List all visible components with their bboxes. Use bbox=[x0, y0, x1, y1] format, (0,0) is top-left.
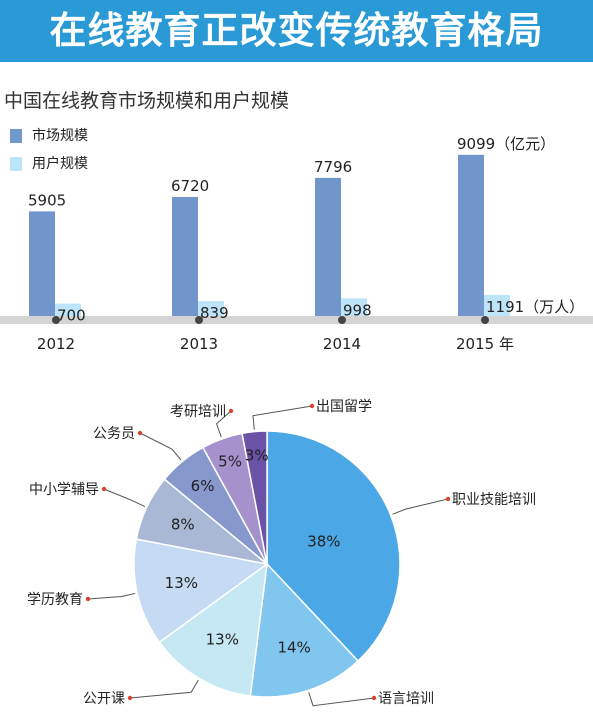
leader-line bbox=[308, 692, 375, 707]
pie-category-label: 学历教育 bbox=[27, 592, 83, 608]
bar-users bbox=[484, 294, 510, 316]
pie-percent-label: 6% bbox=[191, 477, 215, 495]
legend-swatch-market bbox=[10, 129, 22, 143]
legend-label-users: 用户规模 bbox=[32, 156, 88, 172]
x-tick-label: 2012 bbox=[37, 335, 75, 353]
leader-dot bbox=[309, 403, 315, 409]
legend-item-market: 市场规模 bbox=[10, 125, 88, 145]
leader-dot bbox=[371, 695, 377, 701]
legend-swatch-users bbox=[10, 157, 22, 171]
data-label-users: 998 bbox=[343, 301, 372, 319]
leader-line bbox=[215, 410, 232, 438]
pie-percent-label: 3% bbox=[245, 446, 269, 464]
leader-dot bbox=[85, 596, 91, 602]
legend-label-market: 市场规模 bbox=[32, 128, 88, 144]
data-label-market: 6720 bbox=[171, 177, 209, 195]
banner-title: 在线教育正改变传统教育格局 bbox=[49, 9, 544, 52]
leader-dot bbox=[101, 486, 107, 492]
axis-tick-dot bbox=[481, 316, 489, 324]
banner-background bbox=[0, 0, 593, 62]
title-banner bbox=[0, 0, 593, 62]
pie-percent-label: 8% bbox=[171, 515, 195, 533]
x-tick-label: 2014 bbox=[323, 335, 361, 353]
axis-tick-dot bbox=[52, 316, 60, 324]
bar-users bbox=[55, 303, 81, 316]
pie-category-label: 语言培训 bbox=[378, 691, 434, 707]
bar-market bbox=[315, 177, 341, 316]
leader-dot bbox=[228, 408, 234, 414]
axis-tick-dot bbox=[338, 316, 346, 324]
x-tick-label: 2015 年 bbox=[456, 335, 514, 353]
bar-market bbox=[458, 154, 484, 316]
leader-line bbox=[252, 405, 313, 430]
pie-category-label: 考研培训 bbox=[170, 404, 226, 420]
pie-category-label: 公开课 bbox=[83, 691, 125, 707]
x-tick-label: 2013 bbox=[180, 335, 218, 353]
pie-category-label: 公务员 bbox=[93, 426, 135, 442]
leader-line bbox=[103, 488, 146, 507]
data-label-market: 5905 bbox=[28, 191, 66, 209]
pie-slice bbox=[241, 430, 268, 565]
bar-chart: 5905 700 2012 6720 839 2013 7796 998 2014 9099（亿元… bbox=[0, 135, 593, 353]
pie-percent-label: 14% bbox=[277, 638, 310, 656]
data-label-market: 7796 bbox=[314, 158, 352, 176]
pie-percent-label: 5% bbox=[218, 452, 242, 470]
data-label-market: 9099（亿元） bbox=[457, 135, 555, 153]
pie-slice bbox=[158, 562, 268, 697]
leader-line bbox=[129, 679, 199, 699]
data-label-users: 839 bbox=[200, 304, 229, 322]
pie-percent-label: 38% bbox=[307, 532, 340, 550]
leader-dot bbox=[445, 496, 451, 502]
data-label-users: 700 bbox=[57, 307, 86, 325]
leader-line bbox=[139, 432, 182, 461]
pie-slice bbox=[266, 430, 401, 663]
legend-item-users: 用户规模 bbox=[10, 153, 88, 173]
data-label-users: 1191（万人） bbox=[486, 298, 584, 316]
pie-percent-label: 13% bbox=[165, 574, 198, 592]
leader-line bbox=[392, 498, 449, 515]
bar-market bbox=[29, 211, 55, 316]
pie-percent-label: 13% bbox=[206, 631, 239, 649]
axis-tick-dot bbox=[195, 316, 203, 324]
pie-category-label: 职业技能培训 bbox=[452, 492, 536, 508]
leader-dot bbox=[127, 695, 133, 701]
bar-users bbox=[198, 301, 224, 316]
pie-slice bbox=[133, 538, 269, 644]
leader-line bbox=[87, 592, 136, 600]
pie-slice bbox=[249, 562, 360, 698]
bar-chart-title: 中国在线教育市场规模和用户规模 bbox=[4, 90, 290, 112]
leader-dot bbox=[137, 430, 143, 436]
pie-category-label: 出国留学 bbox=[316, 399, 372, 415]
pie-category-label: 中小学辅导 bbox=[29, 482, 99, 498]
x-axis bbox=[0, 316, 593, 324]
bar-users bbox=[341, 298, 367, 316]
bar-market bbox=[172, 196, 198, 316]
